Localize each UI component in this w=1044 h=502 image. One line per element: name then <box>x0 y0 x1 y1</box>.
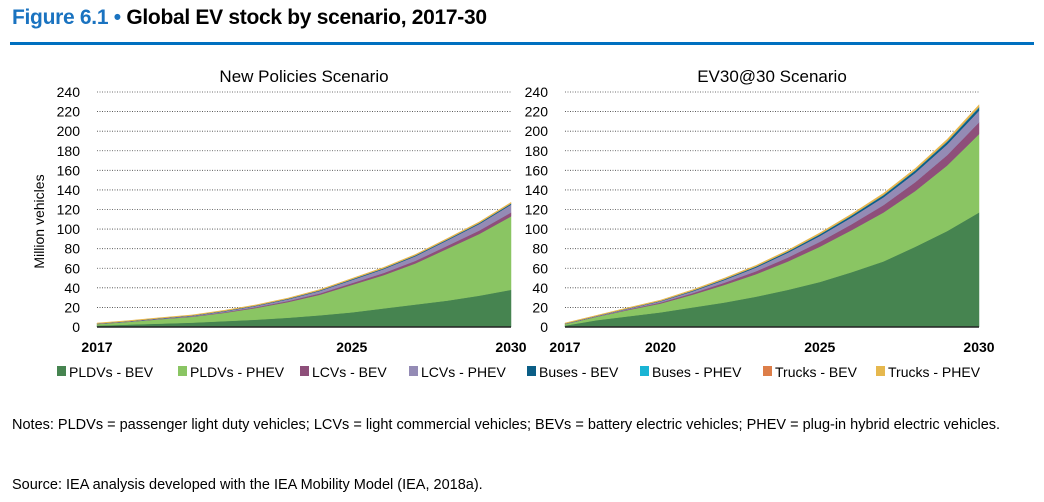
y-tick-label: 100 <box>525 221 549 237</box>
legend-swatch <box>57 366 66 376</box>
legend-swatch <box>763 366 772 376</box>
x-tick-label: 2020 <box>177 339 208 355</box>
figure-title-text: Global EV stock by scenario, 2017-30 <box>126 6 487 29</box>
x-tick-label: 2025 <box>804 339 835 355</box>
y-tick-label: 80 <box>532 241 548 257</box>
chart-title: EV30@30 Scenario <box>697 67 847 86</box>
legend-label: Trucks - PHEV <box>888 364 981 380</box>
x-tick-label: 2025 <box>336 339 367 355</box>
legend-label: Buses - BEV <box>539 364 619 380</box>
y-tick-label: 60 <box>532 260 548 276</box>
notes: Notes: PLDVs = passenger light duty vehi… <box>12 417 1001 433</box>
figure-title: Figure 6.1 • Global EV stock by scenario… <box>12 6 487 30</box>
y-tick-label: 20 <box>532 299 548 315</box>
x-tick-label: 2017 <box>549 339 580 355</box>
legend-label: LCVs - BEV <box>312 364 387 380</box>
legend-swatch <box>527 366 536 376</box>
legend-swatch <box>640 366 649 376</box>
chart-title: New Policies Scenario <box>219 67 388 86</box>
y-tick-label: 60 <box>64 260 80 276</box>
y-axis-label: Million vehicles <box>31 174 47 268</box>
y-tick-label: 180 <box>525 143 549 159</box>
x-tick-label: 2020 <box>645 339 676 355</box>
y-tick-label: 140 <box>525 182 549 198</box>
y-tick-label: 100 <box>57 221 81 237</box>
x-tick-label: 2017 <box>81 339 112 355</box>
legend-label: Buses - PHEV <box>652 364 742 380</box>
figure-label: Figure 6.1 <box>12 6 109 29</box>
title-bullet: • <box>113 6 121 29</box>
legend-swatch <box>409 366 418 376</box>
y-tick-label: 140 <box>57 182 81 198</box>
y-tick-label: 0 <box>540 319 548 335</box>
y-tick-label: 200 <box>57 123 81 139</box>
y-tick-label: 0 <box>72 319 80 335</box>
x-tick-label: 2030 <box>495 339 526 355</box>
y-tick-label: 240 <box>525 84 549 100</box>
legend-label: LCVs - PHEV <box>421 364 506 380</box>
legend-swatch <box>178 366 187 376</box>
legend-swatch <box>300 366 309 376</box>
y-tick-label: 160 <box>525 162 549 178</box>
y-tick-label: 120 <box>57 202 81 218</box>
legend-label: PLDVs - BEV <box>69 364 154 380</box>
y-tick-label: 180 <box>57 143 81 159</box>
source: Source: IEA analysis developed with the … <box>12 477 483 493</box>
y-tick-label: 80 <box>64 241 80 257</box>
y-tick-label: 40 <box>64 280 80 296</box>
y-tick-label: 200 <box>525 123 549 139</box>
legend-label: Trucks - BEV <box>775 364 858 380</box>
title-rule <box>10 42 1034 45</box>
y-tick-label: 220 <box>525 104 549 120</box>
area-trucks-phev <box>564 104 980 324</box>
area-trucks-phev <box>96 201 512 324</box>
y-tick-label: 40 <box>532 280 548 296</box>
y-tick-label: 120 <box>525 202 549 218</box>
legend-label: PLDVs - PHEV <box>190 364 285 380</box>
x-tick-label: 2030 <box>963 339 994 355</box>
y-tick-label: 220 <box>57 104 81 120</box>
y-tick-label: 160 <box>57 162 81 178</box>
legend-swatch <box>876 366 885 376</box>
y-tick-label: 20 <box>64 299 80 315</box>
ev-stock-charts: New Policies Scenario 0 20 40 60 80 100 120 140 1… <box>31 67 995 380</box>
y-tick-label: 240 <box>57 84 81 100</box>
